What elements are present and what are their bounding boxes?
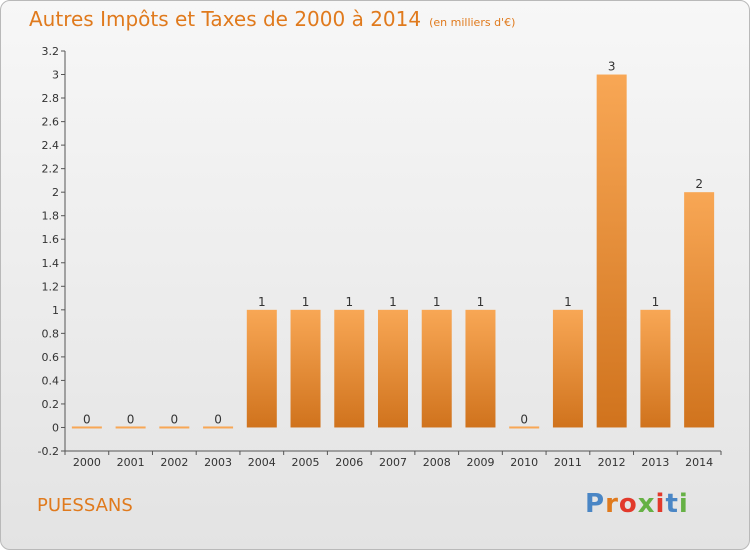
bar: [159, 426, 190, 429]
logo-letter: i: [678, 489, 689, 519]
x-tick-label: 2002: [160, 456, 188, 469]
data-label: 1: [345, 295, 353, 309]
data-label: 0: [520, 412, 528, 426]
data-label: 1: [652, 295, 660, 309]
bar: [115, 426, 146, 429]
bar: [596, 74, 627, 428]
y-tick-label: 1.6: [42, 233, 60, 246]
logo-letter: P: [585, 489, 606, 519]
bar: [334, 309, 365, 428]
data-label: 2: [695, 177, 703, 191]
y-tick-label: 2.8: [42, 92, 60, 105]
y-tick-label: -0.2: [38, 445, 59, 458]
data-label: 1: [302, 295, 310, 309]
logo-letter: i: [655, 489, 666, 519]
bar: [203, 426, 234, 429]
bar: [640, 309, 671, 428]
commune-name: PUESSANS: [37, 495, 133, 516]
bar: [378, 309, 408, 428]
bar: [684, 192, 715, 428]
data-label: 1: [389, 295, 397, 309]
y-tick-label: 3: [52, 69, 59, 82]
y-tick-label: 1: [52, 304, 59, 317]
x-tick-label: 2011: [554, 456, 582, 469]
x-tick-label: 2013: [641, 456, 669, 469]
logo-letter: x: [637, 489, 656, 519]
x-tick-label: 2014: [685, 456, 713, 469]
x-tick-label: 2007: [379, 456, 407, 469]
bar: [290, 309, 321, 428]
x-tick-label: 2005: [292, 456, 320, 469]
x-tick-label: 2003: [204, 456, 232, 469]
bar: [71, 426, 102, 429]
x-tick-label: 2001: [117, 456, 145, 469]
y-tick-label: 2: [52, 186, 59, 199]
proxiti-logo[interactable]: Proxiti: [585, 489, 689, 519]
y-tick-label: 2.4: [42, 139, 60, 152]
x-tick-label: 2010: [510, 456, 538, 469]
bar: [421, 309, 452, 428]
logo-letter: r: [605, 489, 619, 519]
x-tick-label: 2009: [466, 456, 494, 469]
data-label: 1: [564, 295, 572, 309]
bar: [465, 309, 496, 428]
bar: [509, 426, 540, 429]
chart-title: Autres Impôts et Taxes de 2000 à 2014 (en…: [29, 7, 515, 31]
data-label: 1: [258, 295, 266, 309]
x-tick-label: 2008: [423, 456, 451, 469]
bar: [246, 309, 277, 428]
chart-title-unit: (en milliers d'€): [429, 16, 516, 29]
chart-title-main: Autres Impôts et Taxes de 2000 à 2014: [29, 7, 422, 31]
y-tick-label: 0: [52, 421, 59, 434]
data-label: 3: [608, 60, 616, 74]
y-tick-label: 1.2: [42, 280, 60, 293]
y-tick-label: 1.8: [42, 210, 60, 223]
y-tick-label: 1.4: [42, 257, 60, 270]
data-label: 1: [477, 295, 485, 309]
logo-letter: t: [665, 489, 679, 519]
y-tick-label: 2.2: [42, 163, 60, 176]
data-label: 0: [127, 412, 135, 426]
x-tick-label: 2006: [335, 456, 363, 469]
y-tick-label: 0.2: [42, 398, 60, 411]
data-label: 1: [433, 295, 441, 309]
data-label: 0: [214, 412, 222, 426]
y-tick-label: 0.4: [42, 374, 60, 387]
x-tick-label: 2012: [598, 456, 626, 469]
y-tick-label: 0.8: [42, 327, 60, 340]
y-tick-label: 2.6: [42, 116, 60, 129]
logo-letter: o: [618, 489, 638, 519]
x-tick-label: 2000: [73, 456, 101, 469]
y-tick-label: 0.6: [42, 351, 60, 364]
bar: [552, 309, 583, 428]
y-tick-label: 3.2: [42, 45, 60, 58]
x-tick-label: 2004: [248, 456, 276, 469]
data-label: 0: [83, 412, 91, 426]
data-label: 0: [171, 412, 179, 426]
